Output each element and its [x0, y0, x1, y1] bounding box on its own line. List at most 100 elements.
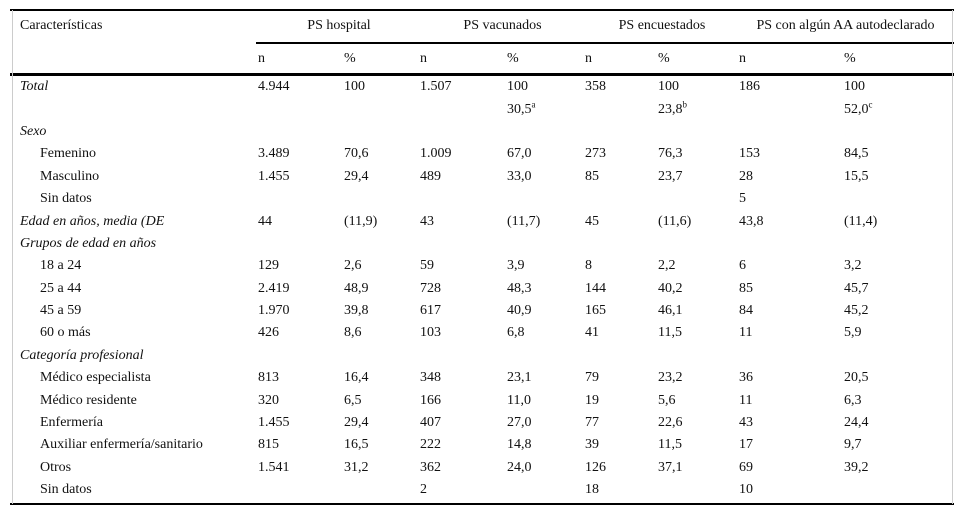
table-cell: 815	[258, 437, 279, 453]
row-label: 60 o más	[40, 325, 91, 341]
table-cell: 30,5a	[507, 98, 536, 117]
table-cell: 77	[585, 415, 599, 431]
subheader-pct: %	[507, 50, 519, 66]
table-bottom-rule	[10, 503, 954, 505]
table-cell: 11,0	[507, 392, 531, 408]
table-cell: 3,2	[844, 258, 862, 274]
table-cell: 17	[739, 437, 753, 453]
table-row: 30,5a 23,8b 52,0c	[12, 98, 952, 120]
table-right-frame-line	[952, 10, 953, 504]
table-cell: 85	[739, 280, 753, 296]
row-label: 25 a 44	[40, 280, 82, 296]
table-row: Auxiliar enfermería/sanitario 815 16,5 222 1…	[12, 434, 952, 456]
table-cell: 45,7	[844, 280, 869, 296]
row-label: Grupos de edad en años	[20, 235, 157, 251]
table-cell: 1.970	[258, 303, 290, 319]
table-cell: 37,1	[658, 459, 683, 475]
table-cell: 36	[739, 370, 753, 386]
table-cell: 23,2	[658, 370, 683, 386]
table-cell: 813	[258, 370, 279, 386]
table-cell: 16,5	[344, 437, 369, 453]
table-cell: 2.419	[258, 280, 290, 296]
table-cell: 1.009	[420, 146, 452, 162]
table-cell: 40,2	[658, 280, 683, 296]
subheader-n: n	[739, 50, 746, 66]
table-row: 45 a 59 1.970 39,8 617 40,9 165 46,1 84 45,2	[12, 300, 952, 322]
table-cell: 3,9	[507, 258, 525, 274]
table-left-frame-line	[12, 10, 13, 504]
table-cell: 45	[585, 213, 599, 229]
table-cell: 20,5	[844, 370, 869, 386]
column-header-caracteristicas: Características	[20, 18, 103, 33]
subheader-pct: %	[344, 50, 356, 66]
table-cell: 489	[420, 168, 441, 184]
table-cell: 84,5	[844, 146, 869, 162]
table-cell: 76,3	[658, 146, 683, 162]
subheader-pct: %	[658, 50, 670, 66]
table-cell: (11,4)	[844, 213, 878, 229]
subheader-pct: %	[844, 50, 856, 66]
table-cell: 43	[739, 415, 753, 431]
table-cell: 16,4	[344, 370, 369, 386]
table-row: Total 4.944 100 1.507 100 358 100 186 100	[12, 76, 952, 98]
table-cell: 67,0	[507, 146, 532, 162]
subheader-n: n	[258, 50, 265, 66]
table-cell: 31,2	[344, 459, 369, 475]
table-cell: 8,6	[344, 325, 362, 341]
table-cell: 46,1	[658, 303, 683, 319]
table-row: Edad en años, media (DE 44 (11,9) 43 (11,7) 4…	[12, 210, 952, 232]
table-cell: (11,6)	[658, 213, 692, 229]
table-cell: 29,4	[344, 168, 369, 184]
table-cell: 84	[739, 303, 753, 319]
table-cell: 23,7	[658, 168, 683, 184]
table-cell: 1.541	[258, 459, 290, 475]
table-cell: 100	[844, 79, 865, 95]
table-cell: 11	[739, 325, 753, 341]
group-header-ps-vacunados: PS vacunados	[463, 18, 542, 33]
table-cell: 70,6	[344, 146, 369, 162]
table-cell: (11,7)	[507, 213, 541, 229]
table-cell: 5,9	[844, 325, 862, 341]
table-cell: 165	[585, 303, 606, 319]
table-cell: 407	[420, 415, 441, 431]
table-cell: 11,5	[658, 325, 682, 341]
table-cell: 6,8	[507, 325, 525, 341]
table-row: 25 a 44 2.419 48,9 728 48,3 144 40,2 85 45,7	[12, 278, 952, 300]
table-cell: 33,0	[507, 168, 532, 184]
table-cell: 362	[420, 459, 441, 475]
header-body-divider-rule	[10, 73, 954, 76]
table-cell: 22,6	[658, 415, 683, 431]
table-cell: 29,4	[344, 415, 369, 431]
table-cell: 39,8	[344, 303, 369, 319]
table-cell: 41	[585, 325, 599, 341]
table-cell: 6,3	[844, 392, 862, 408]
row-label: Total	[20, 79, 49, 95]
table-cell: 3.489	[258, 146, 290, 162]
table-cell: 320	[258, 392, 279, 408]
table-cell: 79	[585, 370, 599, 386]
table-row: 18 a 24 129 2,6 59 3,9 8 2,2 6 3,2	[12, 255, 952, 277]
table-row: Enfermería 1.455 29,4 407 27,0 77 22,6 43 24,4	[12, 412, 952, 434]
table-cell: 129	[258, 258, 279, 274]
table-row: Sexo	[12, 121, 952, 143]
superscript-note: c	[868, 98, 873, 109]
table-top-rule	[10, 9, 954, 11]
row-label: Otros	[40, 459, 72, 475]
row-label: Femenino	[40, 146, 96, 162]
table-cell: 6	[739, 258, 746, 274]
table-cell: 1.455	[258, 415, 290, 431]
table-row: 60 o más 426 8,6 103 6,8 41 11,5 11 5,9	[12, 322, 952, 344]
table-cell: 100	[658, 79, 679, 95]
group-header-ps-aa-autodeclarado: PS con algún AA autodeclarado	[756, 18, 935, 33]
table-cell: 100	[344, 79, 365, 95]
table-cell: 4.944	[258, 79, 290, 95]
table-cell: 617	[420, 303, 441, 319]
table-cell: 39,2	[844, 459, 869, 475]
row-label: Categoría profesional	[20, 347, 144, 363]
table-cell: 48,3	[507, 280, 532, 296]
subheader-n: n	[420, 50, 427, 66]
table-cell: 1.507	[420, 79, 452, 95]
table-cell: 11	[739, 392, 753, 408]
row-label: Sin datos	[40, 191, 92, 207]
table-cell: 39	[585, 437, 599, 453]
